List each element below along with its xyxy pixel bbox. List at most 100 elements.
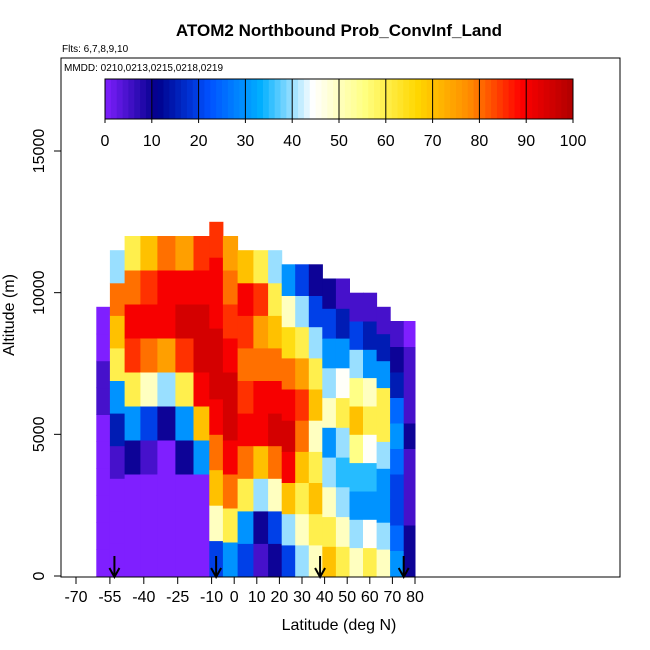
heatmap-cell [363, 519, 378, 549]
heatmap-cell [157, 406, 176, 441]
colorbar-segment [444, 79, 451, 119]
heatmap-cell [376, 360, 391, 389]
heatmap-cell [322, 516, 337, 547]
heatmap-cell [253, 282, 269, 316]
colorbar-segment [502, 79, 510, 119]
heatmap-cell [96, 387, 111, 415]
heatmap-cell [96, 441, 111, 469]
x-tick-label: 20 [271, 589, 289, 606]
colorbar-segment [327, 79, 334, 119]
heatmap-cells [96, 221, 416, 577]
heatmap-cell [193, 338, 210, 373]
heatmap-cell [157, 304, 176, 339]
dates-note: MMDD: 0210,0213,0215,0218,0219 [64, 63, 223, 74]
y-axis-label: Altitude (m) [1, 274, 18, 356]
heatmap-cell [349, 434, 364, 464]
heatmap-cell [268, 445, 283, 479]
heatmap-cell [175, 440, 194, 475]
colorbar-segment [128, 79, 135, 119]
heatmap-cell [253, 315, 269, 349]
colorbar-tick-label: 10 [143, 133, 161, 150]
heatmap-cell [376, 414, 391, 442]
heatmap-cell [281, 389, 296, 421]
heatmap-cell [193, 304, 210, 339]
colorbar-segment [298, 79, 305, 119]
colorbar-segment [520, 79, 527, 119]
heatmap-cell [237, 510, 254, 544]
heatmap-cell [390, 397, 405, 424]
colorbar-segment [122, 79, 129, 119]
heatmap-cell [281, 264, 296, 296]
heatmap-cell [322, 397, 337, 428]
colorbar-segment [496, 79, 504, 119]
heatmap-cell [140, 270, 158, 305]
heatmap-cell [222, 338, 239, 373]
heatmap-cell [376, 387, 391, 415]
heatmap-cell [109, 282, 126, 316]
heatmap-cell [96, 306, 111, 335]
colorbar-segment [286, 79, 293, 119]
heatmap-cell [335, 308, 350, 339]
heatmap-cell [268, 347, 283, 381]
colorbar-tick-label: 60 [377, 133, 395, 150]
heatmap-cell [253, 250, 269, 284]
colorbar-segment [526, 79, 533, 119]
heatmap-cell [403, 499, 416, 526]
heatmap-cell [322, 367, 337, 399]
heatmap-cell [390, 372, 405, 398]
heatmap-cell [140, 338, 158, 373]
colorbar-segment [479, 79, 486, 119]
heatmap-cell [109, 380, 126, 414]
colorbar-segment [251, 79, 258, 119]
colorbar-segment [169, 79, 176, 119]
heatmap-cell [140, 542, 158, 577]
heatmap-cell [157, 338, 176, 373]
colorbar-segment [204, 79, 211, 119]
heatmap-cell [376, 333, 391, 362]
heatmap-cell [222, 406, 239, 441]
heatmap-cell [363, 321, 378, 350]
heatmap-cell [237, 413, 254, 447]
y-tick-label: 0 [31, 571, 48, 580]
heatmap-cell [403, 448, 416, 475]
heatmap-cell [222, 236, 239, 271]
colorbar-segment [268, 79, 276, 119]
heatmap-cell [193, 236, 210, 271]
colorbar-segment [157, 79, 164, 119]
colorbar-tick-label: 90 [517, 133, 535, 150]
heatmap-cell [268, 543, 283, 577]
heatmap-cell [209, 257, 224, 294]
heatmap-cell [349, 321, 364, 350]
heatmap-cell [175, 338, 194, 373]
heatmap-cell [209, 292, 224, 329]
heatmap-cell [140, 406, 158, 441]
heatmap-cell [322, 546, 337, 577]
colorbar-tick-label: 100 [560, 133, 587, 150]
heatmap-cell [140, 304, 158, 339]
heatmap-cell [363, 349, 378, 379]
colorbar-tick-label: 0 [101, 133, 110, 150]
heatmap-cell [237, 347, 254, 381]
x-tick-label: 70 [384, 589, 402, 606]
heatmap-cell [222, 440, 239, 475]
colorbar [104, 78, 574, 120]
colorbar-segment [438, 79, 445, 119]
x-tick-label: 80 [406, 589, 424, 606]
heatmap-cell [322, 338, 337, 369]
heatmap-cell [376, 441, 391, 469]
x-tick-label: -10 [200, 589, 223, 606]
heatmap-cell [403, 372, 416, 398]
colorbar-segment [426, 79, 433, 119]
heatmap-cell [109, 478, 126, 512]
heatmap-cell [237, 250, 254, 284]
heatmap-cell [322, 457, 337, 488]
heatmap-cell [124, 440, 141, 475]
heatmap-cell [308, 482, 323, 515]
heatmap-cell [363, 547, 378, 577]
heatmap-cell [376, 549, 391, 577]
heatmap-cell [390, 448, 405, 475]
heatmap-cell [209, 505, 224, 542]
colorbar-segment [420, 79, 428, 119]
heatmap-cell [308, 389, 323, 421]
heatmap-cell [295, 513, 310, 546]
